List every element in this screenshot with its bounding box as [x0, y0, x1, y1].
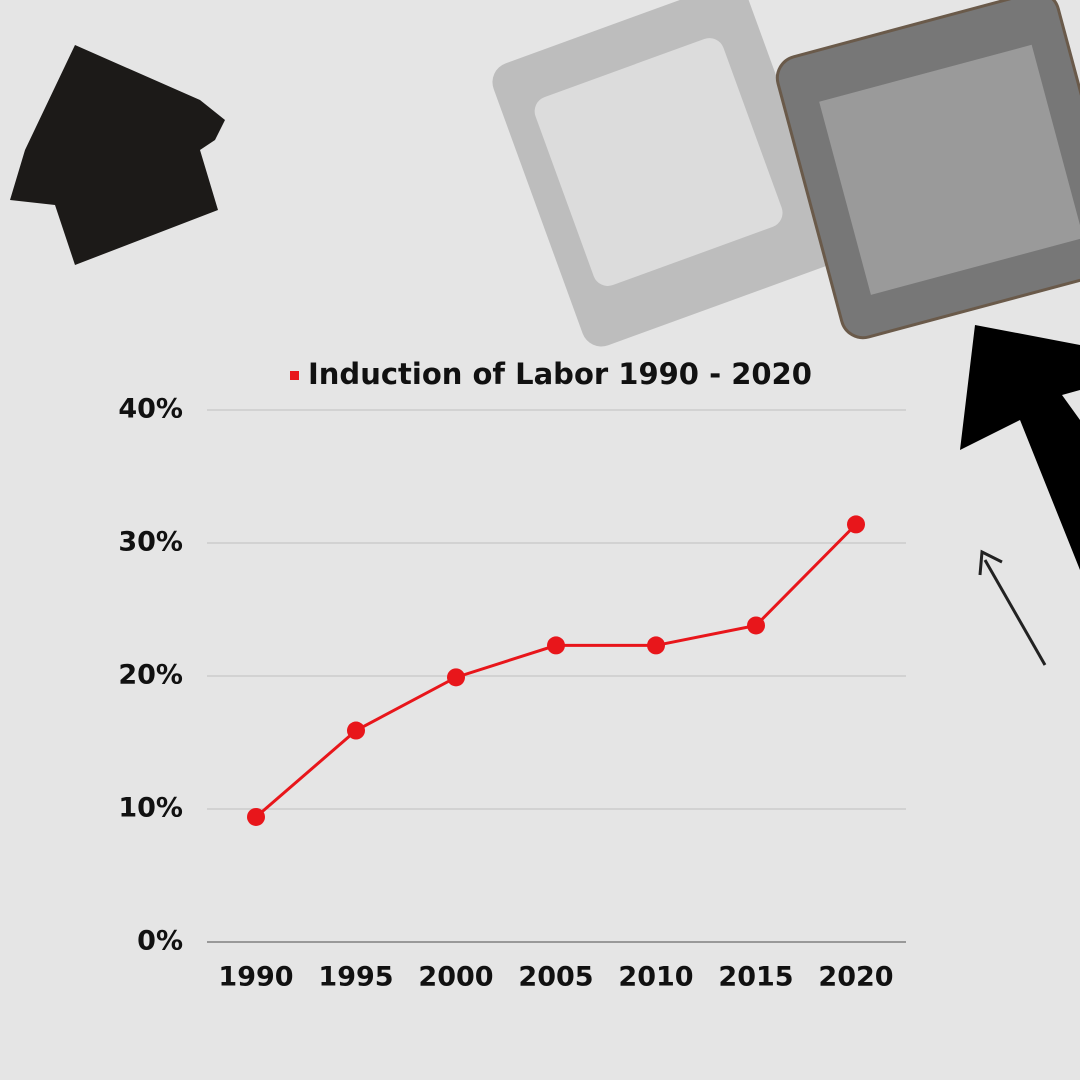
decor-arrow	[960, 325, 1080, 570]
point	[247, 807, 265, 826]
photo	[492, 0, 838, 347]
legend-label: Induction of Labor 1990 - 2020	[308, 357, 812, 391]
x-tick-label: 2010	[618, 962, 693, 993]
photo	[775, 0, 1080, 340]
point	[647, 636, 665, 655]
y-tick-label: 40%	[118, 394, 183, 425]
x-tick-label: 2015	[718, 962, 793, 993]
decor-arrow	[978, 549, 1047, 666]
y-tick-label: 30%	[118, 527, 183, 558]
decor-shape	[10, 45, 225, 265]
point	[547, 636, 565, 655]
y-tick-label: 10%	[118, 793, 183, 824]
x-tick-label: 2020	[818, 962, 893, 993]
point	[847, 515, 865, 534]
x-tick-label: 2005	[518, 962, 593, 993]
point	[447, 668, 465, 687]
point	[347, 721, 365, 740]
y-tick-label: 20%	[118, 660, 183, 691]
point	[747, 616, 765, 635]
x-tick-label: 1990	[218, 962, 293, 993]
x-tick-label: 1995	[318, 962, 393, 993]
y-tick-label: 0%	[137, 926, 183, 957]
x-tick-label: 2000	[418, 962, 493, 993]
legend-swatch	[290, 371, 299, 380]
